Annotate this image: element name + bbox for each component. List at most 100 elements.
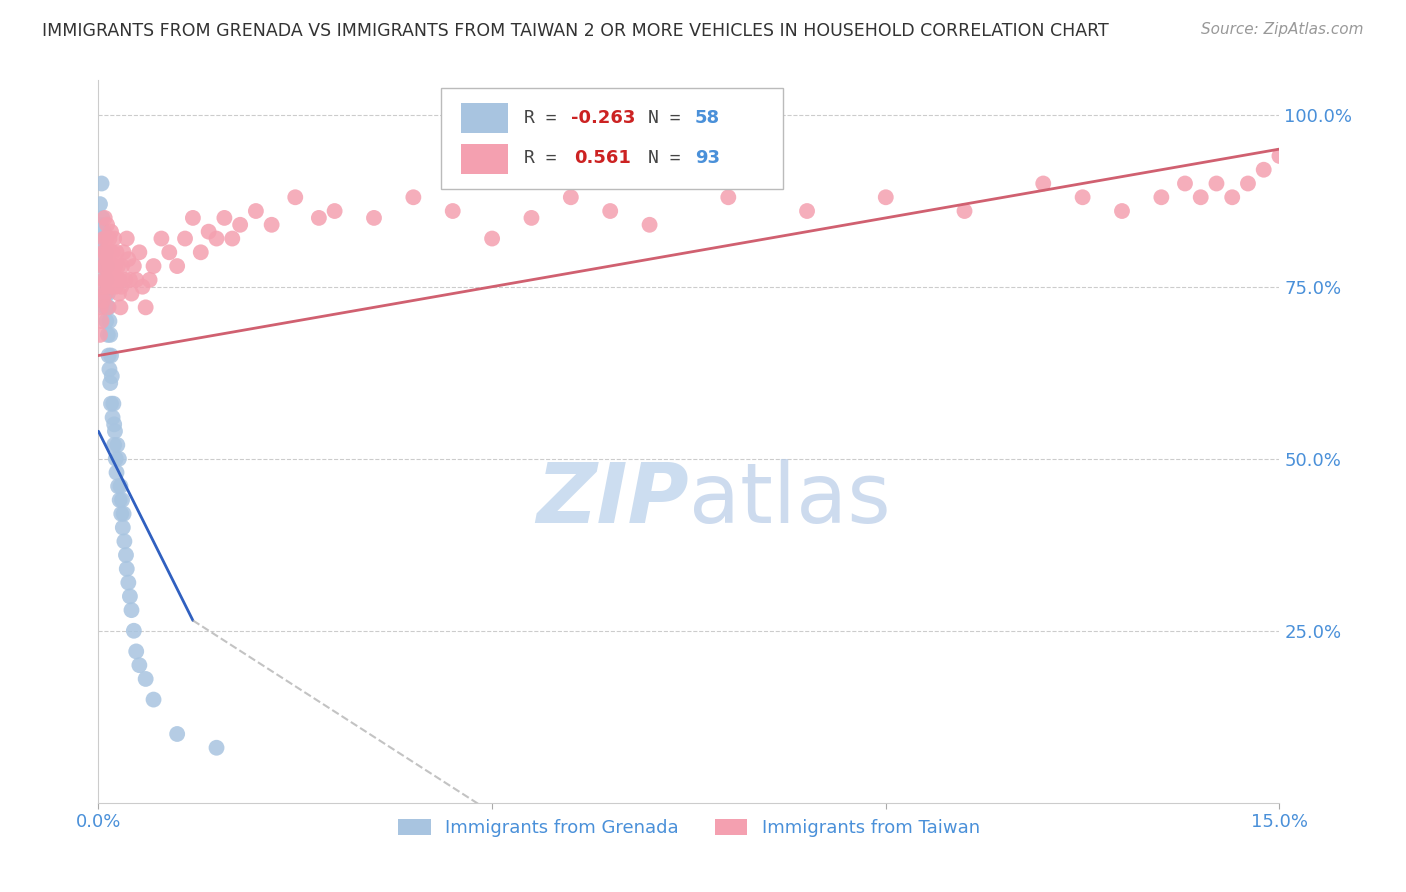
Text: -0.263: -0.263 [571,109,636,127]
Point [91,245,114,260]
Point [103,273,125,287]
Point [100,259,122,273]
Point [135,301,157,315]
Point [103,397,125,411]
Point [441,204,464,219]
Point [110,479,132,493]
Point [110,301,132,315]
Point [91,259,114,273]
Point [121,286,143,301]
Point [90,301,112,315]
FancyBboxPatch shape [461,103,508,133]
Point [101,279,124,293]
Point [115,562,138,576]
Point [1111,204,1133,219]
Point [100,397,122,411]
Point [115,231,138,245]
Text: 0.561: 0.561 [575,149,631,168]
Point [93,225,115,239]
Point [125,644,148,658]
Point [98,273,121,287]
Point [1150,190,1173,204]
Point [125,273,148,287]
Point [221,231,243,245]
Point [100,225,122,239]
Point [717,190,740,204]
Point [284,190,307,204]
Point [1253,162,1275,177]
Point [260,218,283,232]
Point [197,225,219,239]
Point [1189,190,1212,204]
Point [105,273,128,287]
Point [205,740,228,755]
Point [214,211,236,225]
Point [599,204,621,219]
Point [190,245,212,260]
Point [112,534,135,549]
Point [93,252,115,267]
Point [101,245,124,260]
Point [96,273,118,287]
Point [96,314,118,328]
Point [97,273,120,287]
Point [98,376,121,390]
Point [94,286,117,301]
Point [105,466,128,480]
Point [796,204,818,219]
Point [104,451,127,466]
Point [323,204,346,219]
Point [96,231,118,245]
Point [101,410,124,425]
Point [111,520,134,534]
Point [98,314,121,328]
FancyBboxPatch shape [441,87,783,189]
Point [90,177,112,191]
Point [93,273,115,287]
Point [138,273,160,287]
Point [128,658,150,673]
Point [96,252,118,267]
Legend: Immigrants from Grenada, Immigrants from Taiwan: Immigrants from Grenada, Immigrants from… [391,812,987,845]
Point [91,211,114,225]
Text: IMMIGRANTS FROM GRENADA VS IMMIGRANTS FROM TAIWAN 2 OR MORE VEHICLES IN HOUSEHOL: IMMIGRANTS FROM GRENADA VS IMMIGRANTS FR… [42,22,1109,40]
Point [103,417,125,432]
Point [104,279,127,293]
Point [98,245,121,260]
Point [108,273,131,287]
Point [229,218,252,232]
Point [96,301,118,315]
Point [166,727,188,741]
Point [112,507,135,521]
Point [638,218,661,232]
Point [121,603,143,617]
Point [953,204,976,219]
Point [245,204,267,219]
Point [118,590,141,604]
Point [1205,177,1227,191]
Point [1220,190,1243,204]
Point [117,575,139,590]
Point [174,231,197,245]
Point [97,349,120,363]
Point [96,218,118,232]
Text: atlas: atlas [689,458,890,540]
Text: N =: N = [648,109,692,127]
Point [111,259,134,273]
Point [90,218,112,232]
Point [166,259,188,273]
Point [98,259,121,273]
Point [91,245,114,260]
Point [1032,177,1054,191]
Point [90,231,112,245]
Point [97,279,120,293]
FancyBboxPatch shape [461,144,508,174]
Point [135,672,157,686]
Point [157,245,180,260]
Point [107,479,129,493]
Point [128,245,150,260]
Point [98,327,121,342]
Point [93,301,115,315]
Point [103,231,125,245]
Point [363,211,385,225]
